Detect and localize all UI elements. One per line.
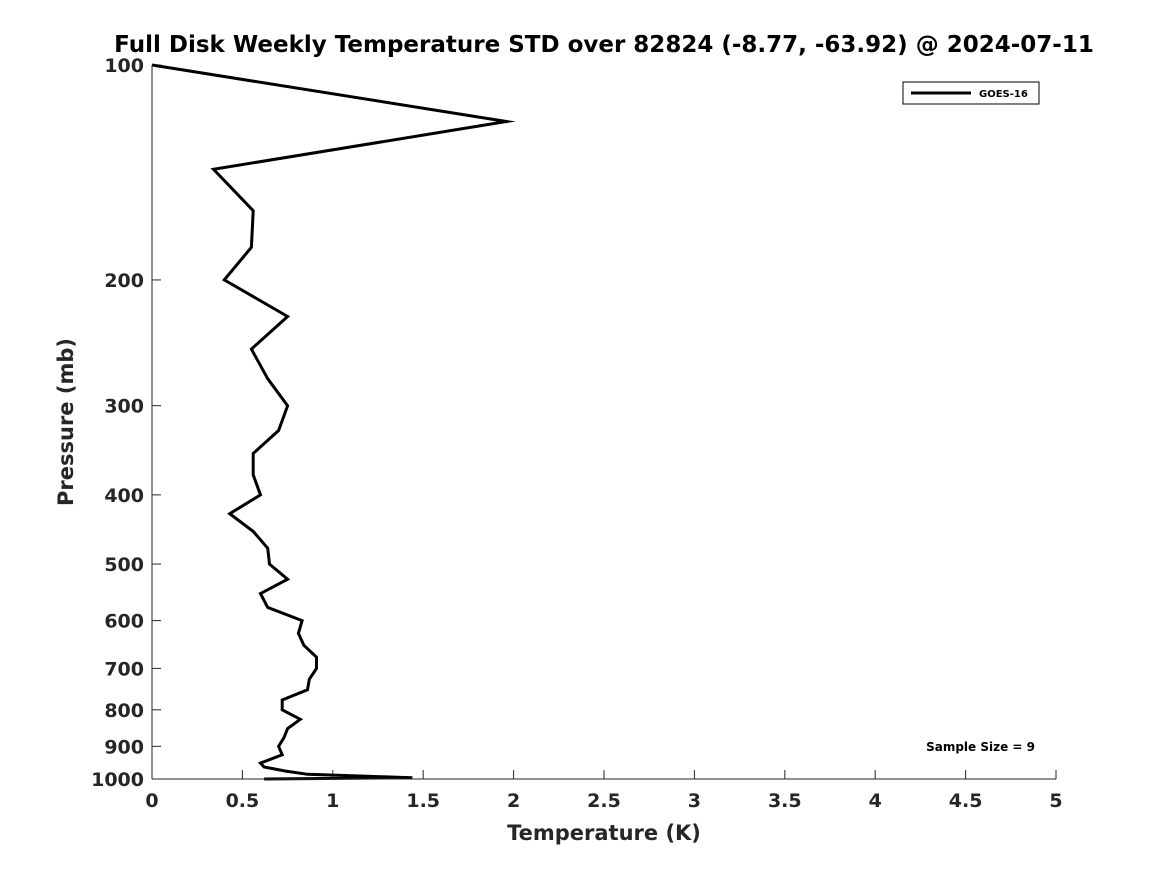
x-tick-label: 4.5 [949, 790, 983, 812]
x-tick-label: 2.5 [587, 790, 621, 812]
x-tick-label: 3.5 [768, 790, 802, 812]
series-line-goes-16 [151, 63, 516, 781]
sample-size-annotation: Sample Size = 9 [926, 740, 1035, 754]
y-axis-label: Pressure (mb) [54, 338, 78, 506]
y-tick-label: 300 [104, 396, 144, 418]
y-tick-label: 200 [104, 270, 144, 292]
x-tick-label: 4 [869, 790, 882, 812]
y-tick-label: 100 [104, 55, 144, 77]
x-tick-label: 2 [507, 790, 520, 812]
x-axis-label: Temperature (K) [507, 821, 701, 845]
y-tick-label: 900 [104, 736, 144, 758]
y-tick-label: 500 [104, 554, 144, 576]
y-tick-label: 400 [104, 485, 144, 507]
x-axis-ticks: 0 0.5 1 1.5 2 2.5 3 3.5 4 4.5 5 [145, 770, 1063, 812]
y-tick-label: 800 [104, 700, 144, 722]
legend-label-goes-16: GOES-16 [979, 89, 1028, 100]
x-tick-label: 1 [326, 790, 339, 812]
x-tick-label: 1.5 [406, 790, 440, 812]
legend: GOES-16 [902, 81, 1040, 105]
plot-lines [151, 63, 516, 781]
y-tick-label: 600 [104, 611, 144, 633]
y-axis-ticks: 100 200 300 400 500 600 700 800 900 1000 [91, 55, 161, 791]
x-tick-label: 0 [145, 790, 158, 812]
axes [151, 65, 1056, 780]
x-tick-label: 3 [688, 790, 701, 812]
x-tick-label: 5 [1049, 790, 1062, 812]
x-tick-label: 0.5 [226, 790, 260, 812]
y-tick-label: 1000 [91, 769, 144, 791]
chart-title: Full Disk Weekly Temperature STD over 82… [114, 32, 1094, 58]
y-tick-label: 700 [104, 658, 144, 680]
